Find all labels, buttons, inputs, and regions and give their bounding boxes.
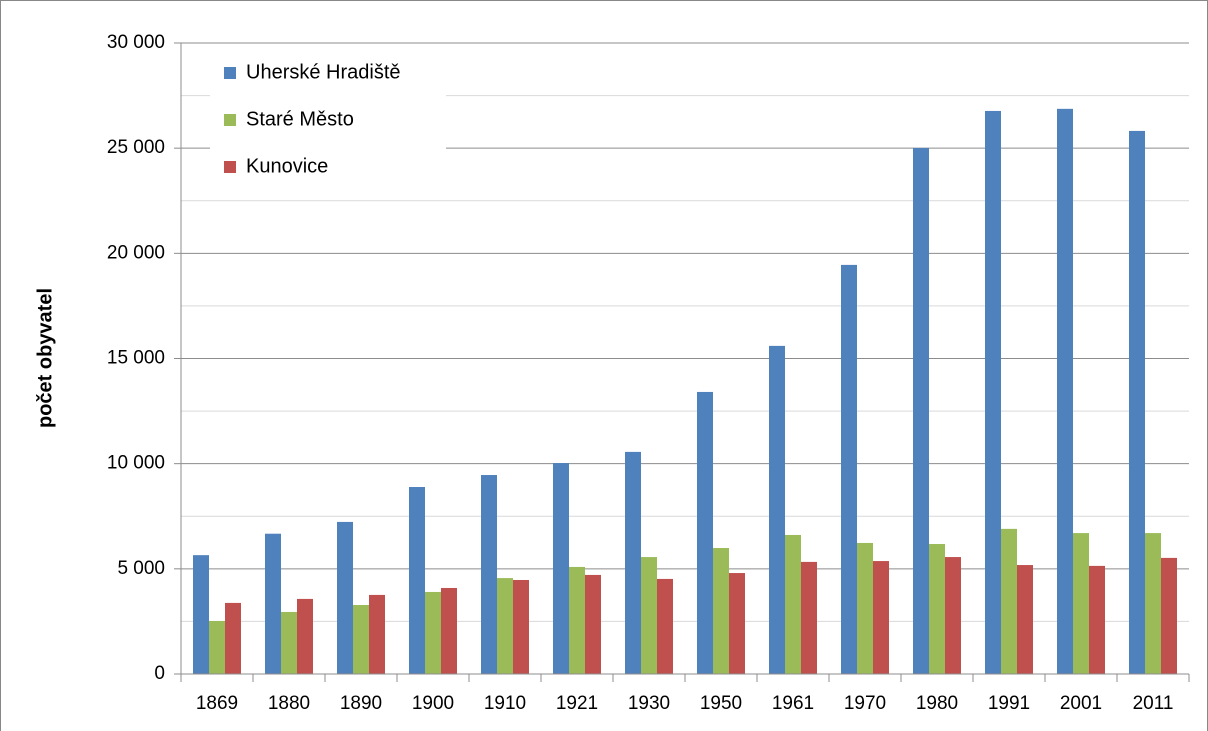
legend-label: Staré Město	[246, 108, 354, 130]
bar	[1145, 533, 1161, 674]
bar	[193, 555, 209, 674]
y-tick-label: 5 000	[117, 558, 165, 579]
x-tick-label: 1980	[916, 693, 958, 714]
bar	[641, 557, 657, 674]
y-axis-label: počet obyvatel	[34, 288, 56, 428]
bar	[785, 534, 801, 674]
bar	[945, 557, 961, 674]
bar	[1057, 108, 1073, 674]
bar	[297, 598, 313, 674]
bar	[497, 578, 513, 674]
x-tick-label: 1900	[412, 693, 454, 714]
y-tick-label: 15 000	[107, 348, 165, 369]
legend-swatch	[224, 114, 236, 126]
bar	[913, 147, 929, 675]
bar	[281, 611, 297, 674]
bar	[873, 561, 889, 674]
bar	[841, 264, 857, 674]
bar	[1017, 565, 1033, 674]
bar	[225, 602, 241, 674]
bar	[513, 579, 529, 674]
bar	[1161, 557, 1177, 674]
x-tick-label: 1910	[484, 693, 526, 714]
bar	[337, 521, 353, 674]
bar	[209, 620, 225, 674]
bar	[425, 591, 441, 674]
y-tick-label: 0	[154, 663, 165, 684]
bar	[625, 451, 641, 674]
legend-label: Kunovice	[246, 155, 328, 177]
y-tick-label: 30 000	[107, 32, 165, 53]
bar	[769, 345, 785, 674]
bar	[353, 605, 369, 674]
bar	[985, 110, 1001, 674]
bar	[929, 544, 945, 674]
legend-label: Uherské Hradiště	[246, 61, 401, 83]
x-tick-label: 1991	[988, 693, 1030, 714]
bar	[409, 487, 425, 674]
bar	[857, 542, 873, 674]
x-tick-label: 1950	[700, 693, 742, 714]
bar	[265, 533, 281, 674]
bar	[369, 594, 385, 674]
bar	[1089, 565, 1105, 674]
x-tick-label: 2001	[1060, 693, 1102, 714]
x-tick-label: 1880	[268, 693, 310, 714]
legend-swatch	[224, 161, 236, 173]
x-tick-label: 1890	[340, 693, 382, 714]
y-tick-label: 20 000	[107, 242, 165, 263]
x-tick-label: 1970	[844, 693, 886, 714]
bar	[713, 548, 729, 674]
bar	[1073, 533, 1089, 674]
bar	[729, 573, 745, 674]
legend-box	[210, 50, 446, 190]
bar	[481, 475, 497, 674]
x-tick-label: 2011	[1133, 693, 1174, 714]
legend-swatch	[224, 67, 236, 79]
bar	[1129, 130, 1145, 675]
bar	[657, 578, 673, 674]
bar	[801, 561, 817, 674]
bar	[585, 574, 601, 674]
bar	[553, 463, 569, 674]
bar	[697, 391, 713, 674]
y-tick-label: 10 000	[107, 453, 165, 474]
x-tick-label: 1869	[196, 693, 238, 714]
bar	[569, 566, 585, 674]
bar	[1001, 528, 1017, 674]
bar	[441, 587, 457, 674]
x-tick-label: 1921	[556, 693, 598, 714]
y-tick-label: 25 000	[107, 137, 165, 158]
x-tick-label: 1930	[628, 693, 670, 714]
x-tick-label: 1961	[772, 693, 814, 714]
